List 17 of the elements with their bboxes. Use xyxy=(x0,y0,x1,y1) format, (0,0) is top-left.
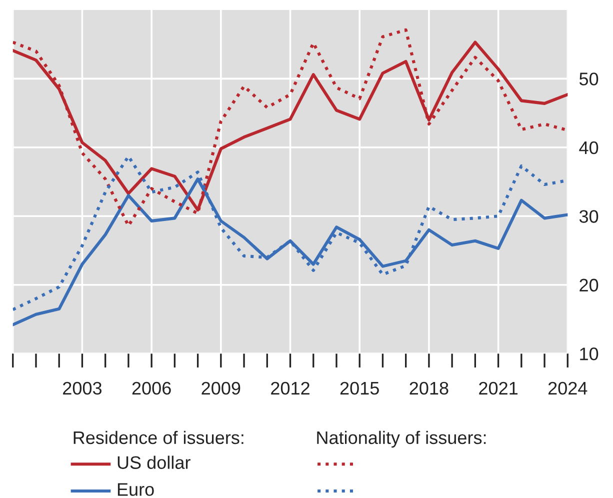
x-tick-label: 2018 xyxy=(410,382,448,395)
legend-label: Euro xyxy=(118,483,154,496)
y-tick-label: 10 xyxy=(580,348,598,360)
y-tick-label: 40 xyxy=(579,141,598,154)
x-tick-label: 2021 xyxy=(479,382,518,395)
x-tick-label: 2006 xyxy=(132,382,171,395)
y-tick-label: 30 xyxy=(579,210,598,223)
legend-label: US dollar xyxy=(118,456,190,469)
x-tick-label: 2015 xyxy=(340,382,379,395)
y-tick-label: 20 xyxy=(580,278,598,292)
text: Residence of issuers: xyxy=(74,430,244,444)
x-tick-label: 2024 xyxy=(548,382,588,395)
y-tick-label: 50 xyxy=(579,72,598,86)
x-tick-label: 2003 xyxy=(63,382,102,395)
x-tick-label: 2012 xyxy=(271,382,310,395)
text: Nationality of issuers: xyxy=(317,430,486,448)
x-tick-label: 2009 xyxy=(202,382,240,395)
